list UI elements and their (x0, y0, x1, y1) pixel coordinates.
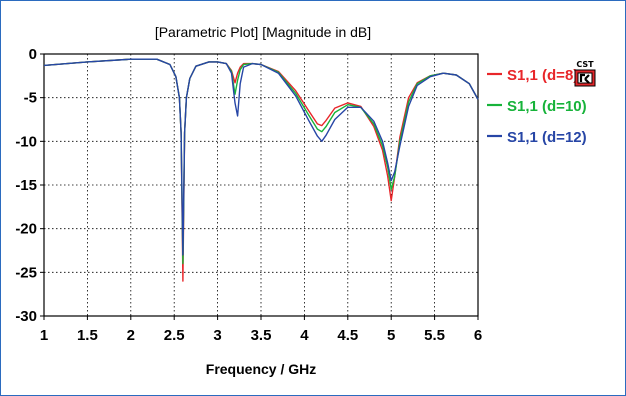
grid (40, 53, 479, 320)
y-tick-label: 0 (29, 46, 37, 63)
x-tick-label: 4.5 (337, 327, 358, 344)
x-tick-labels: 1 1.5 2 2.5 3 3.5 4 4.5 5 5.5 6 (40, 327, 482, 344)
y-tick-label: -30 (15, 308, 37, 325)
x-tick-label: 1.5 (77, 327, 98, 344)
x-axis-label: Frequency / GHz (206, 361, 316, 377)
x-tick-label: 6 (474, 327, 482, 344)
x-tick-label: 4 (300, 327, 309, 344)
y-tick-labels: 0 -5 -10 -15 -20 -25 -30 (15, 46, 37, 325)
x-tick-label: 2 (127, 327, 135, 344)
y-tick-label: -5 (24, 90, 37, 107)
cst-logo-text: CST (576, 60, 594, 69)
x-tick-label: 3.5 (251, 327, 272, 344)
y-tick-label: -10 (15, 133, 37, 150)
legend-label-1: S1,1 (d=8) (507, 67, 578, 84)
x-tick-label: 2.5 (164, 327, 185, 344)
series-lines (43, 58, 479, 282)
cst-logo-icon: CST (574, 60, 596, 87)
x-tick-label: 5.5 (424, 327, 445, 344)
y-tick-label: -25 (15, 264, 37, 281)
plot-area (43, 53, 479, 317)
y-tick-label: -15 (15, 177, 37, 194)
legend-label-3: S1,1 (d=12) (507, 129, 587, 146)
chart-title: [Parametric Plot] [Magnitude in dB] (155, 24, 371, 40)
y-tick-label: -20 (15, 221, 37, 238)
series-line-3 (43, 58, 479, 256)
x-tick-label: 5 (387, 327, 395, 344)
x-tick-label: 1 (40, 327, 48, 344)
legend: S1,1 (d=8) S1,1 (d=10) S1,1 (d=12) (487, 67, 587, 146)
legend-label-2: S1,1 (d=10) (507, 98, 587, 115)
x-tick-label: 3 (213, 327, 221, 344)
